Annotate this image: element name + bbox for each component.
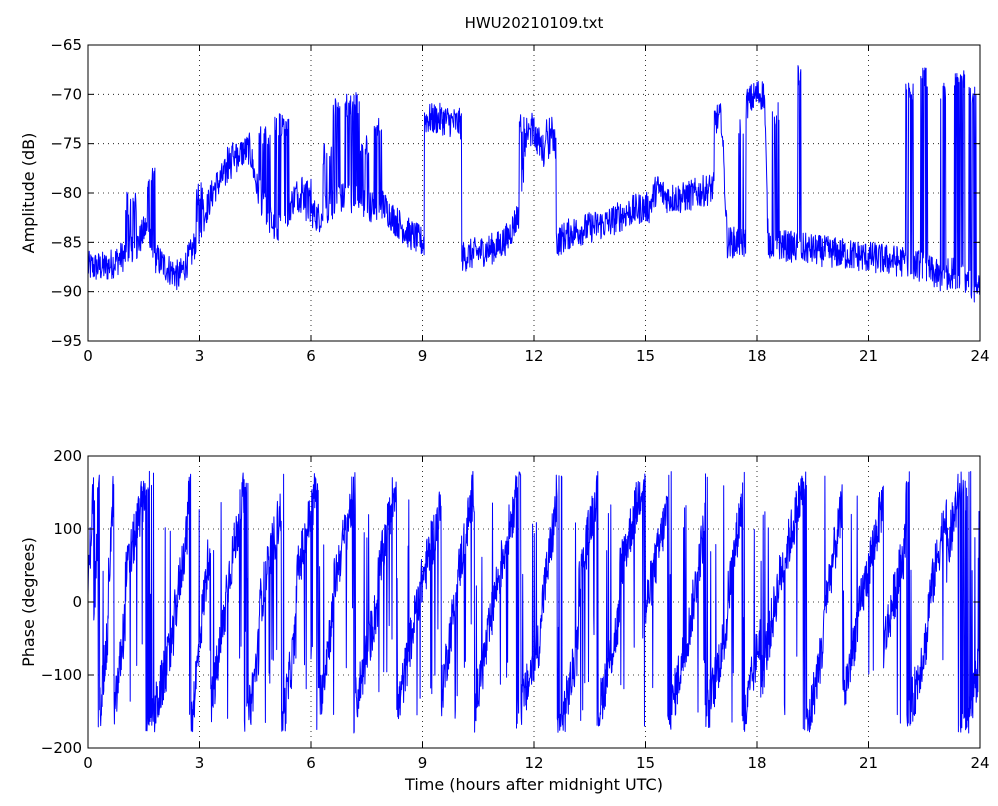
x-tick-label: 24 (970, 754, 989, 772)
y-tick-label: 0 (72, 593, 82, 611)
y-tick-label: 200 (53, 447, 82, 465)
y-tick-label: −65 (50, 36, 82, 54)
y-tick-label: −100 (41, 666, 82, 684)
x-tick-label: 21 (859, 347, 878, 365)
phase-series (87, 470, 981, 734)
amplitude-plot: 0 3 6 9 12 15 18 21 24 −95 −90 −85 −80 −75 −70 −65 HWU20… (19, 14, 990, 365)
y-tick-label: 100 (53, 520, 82, 538)
x-tick-label: 18 (747, 754, 766, 772)
x-tick-label: 15 (636, 347, 655, 365)
y-tick-label: −90 (50, 283, 82, 301)
x-tick-label: 12 (524, 347, 543, 365)
y-tick-label: −200 (41, 739, 82, 757)
x-tick-label: 9 (418, 754, 428, 772)
x-tick-label: 6 (306, 347, 316, 365)
x-tick-label: 6 (306, 754, 316, 772)
x-axis-title: Time (hours after midnight UTC) (404, 775, 663, 794)
y-tick-label: −85 (50, 233, 82, 251)
x-tick-label: 21 (859, 754, 878, 772)
amplitude-series (87, 65, 981, 303)
chart-title: HWU20210109.txt (465, 14, 604, 32)
x-tick-label: 18 (747, 347, 766, 365)
x-tick-label: 24 (970, 347, 989, 365)
x-tick-label: 15 (636, 754, 655, 772)
y-tick-label: −75 (50, 135, 82, 153)
phase-plot: 0 3 6 9 12 15 18 21 24 −200 −100 0 100 200 Phase (degr… (19, 447, 990, 794)
x-tick-label: 0 (83, 754, 93, 772)
x-tick-label: 3 (195, 347, 205, 365)
y-axis-title: Amplitude (dB) (19, 133, 38, 254)
x-tick-label: 9 (418, 347, 428, 365)
y-axis-title: Phase (degrees) (19, 537, 38, 667)
y-tick-label: −70 (50, 85, 82, 103)
y-tick-label: −80 (50, 184, 82, 202)
x-tick-label: 12 (524, 754, 543, 772)
x-tick-label: 3 (195, 754, 205, 772)
y-tick-label: −95 (50, 332, 82, 350)
x-tick-label: 0 (83, 347, 93, 365)
